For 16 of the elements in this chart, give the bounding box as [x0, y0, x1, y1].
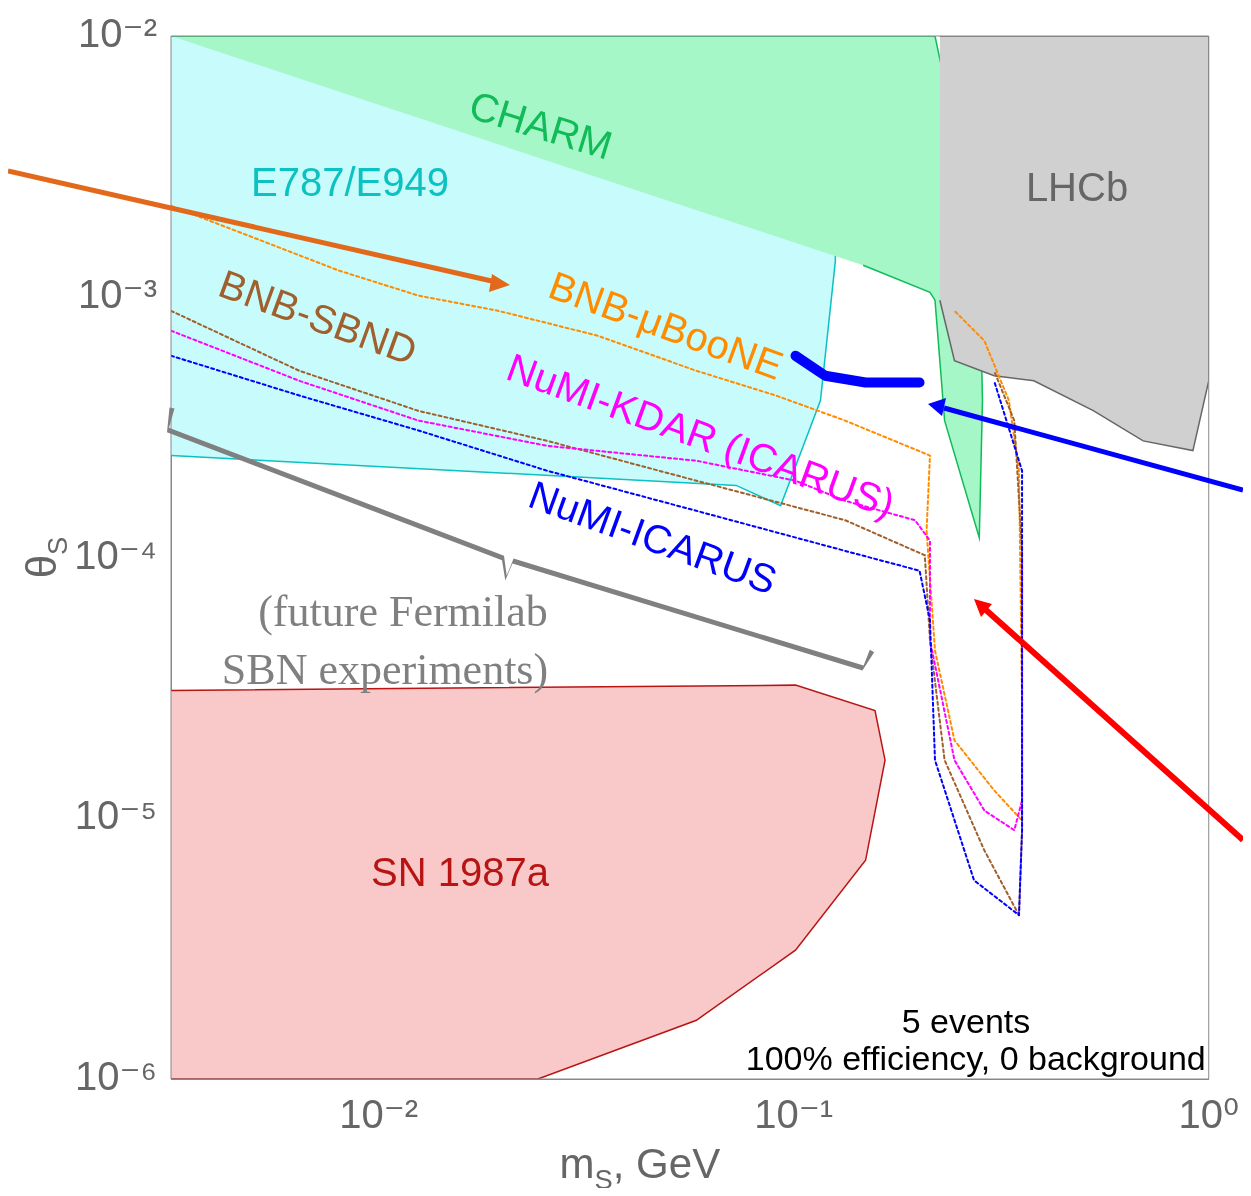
annotation: 5 events: [901, 1002, 1031, 1041]
y-axis-title: θS: [18, 536, 73, 579]
annotation: (future Fermilab SBN experiments): [221, 586, 549, 694]
annotation: 100% efficiency, 0 background: [745, 1039, 1206, 1078]
series-label: LHCb: [1025, 165, 1129, 210]
series-label: CHARM: [464, 82, 618, 168]
x-tick-label: 10⁻²: [339, 1092, 419, 1137]
y-tick-label: 10⁻⁶: [74, 1054, 157, 1099]
y-tick-label: 10⁻³: [78, 271, 157, 316]
series-label: E787/E949: [251, 160, 449, 205]
y-tick-label: 10⁻⁴: [74, 532, 157, 577]
x-tick-label: 10⁰: [1178, 1092, 1239, 1137]
y-tick-label: 10⁻⁵: [74, 793, 157, 838]
series-label: SN 1987a: [371, 850, 550, 895]
y-tick-label: 10⁻²: [78, 11, 157, 56]
x-tick-label: 10⁻¹: [754, 1092, 834, 1137]
